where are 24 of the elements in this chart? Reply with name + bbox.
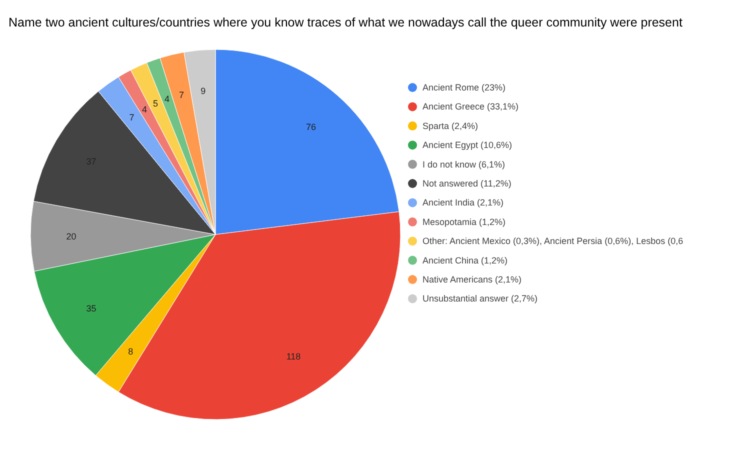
data-label: 9: [200, 86, 206, 96]
data-label: 35: [86, 303, 96, 314]
legend-label: Ancient India (2,1%): [422, 198, 504, 208]
legend-label: I do not know (6,1%): [422, 159, 506, 170]
data-label: 7: [129, 112, 134, 122]
data-label: 4: [142, 104, 148, 114]
data-label: 5: [153, 98, 158, 109]
legend-label: Native Americans (2,1%): [422, 274, 522, 284]
legend-label: Ancient Greece (33,1%): [422, 102, 519, 112]
legend-label: Mesopotamia (1,2%): [422, 216, 506, 227]
legend-label: Ancient China (1,2%): [422, 255, 508, 266]
data-label: 76: [306, 122, 316, 132]
legend-label: Ancient Rome (23%): [422, 82, 506, 92]
legend-label: Ancient Egypt (10,6%): [422, 140, 512, 150]
data-label: 4: [164, 94, 170, 104]
data-label: 118: [286, 351, 301, 362]
data-label: 8: [128, 346, 134, 357]
legend-label: Sparta (2,4%): [422, 120, 478, 131]
chart-title: Name two ancient cultures/countries where you know traces of what we nowadays call the queer community were present: [8, 16, 683, 30]
legend-label: Unsubstantial answer (2,7%): [422, 294, 538, 304]
data-label: 7: [178, 90, 184, 100]
data-label: 20: [66, 231, 76, 242]
legend-label: Not answered (11,2%): [422, 178, 512, 188]
legend-label: Other: Ancient Mexico (0,3%), Ancient Persia (0,6%), Lesbos (0,6: [422, 236, 684, 246]
